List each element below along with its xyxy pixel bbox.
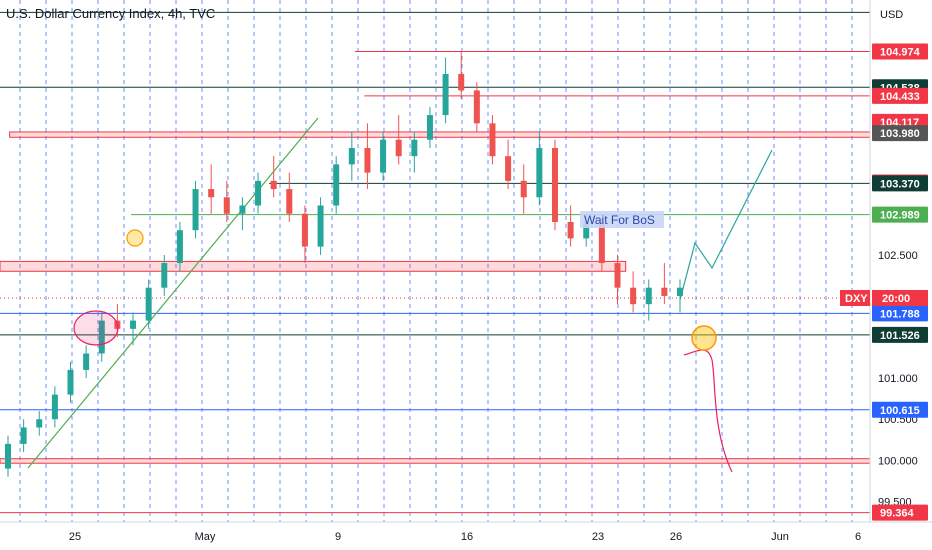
x-tick-label: May: [195, 531, 216, 543]
candle-body[interactable]: [176, 230, 183, 264]
y-tick-label: 102.500: [878, 250, 918, 262]
target-circle[interactable]: [691, 325, 717, 351]
candle-body[interactable]: [301, 213, 308, 247]
x-tick-label: 9: [335, 531, 341, 543]
candle-body[interactable]: [36, 419, 43, 428]
candle-body[interactable]: [20, 427, 27, 444]
x-tick-label: 26: [670, 531, 682, 543]
candle-body[interactable]: [395, 139, 402, 157]
currency-label: USD: [880, 9, 903, 21]
x-tick-label: 6: [855, 531, 861, 543]
candle-body[interactable]: [51, 394, 58, 420]
price-tag-label: 99.364: [880, 508, 915, 520]
candle-body[interactable]: [380, 139, 387, 173]
candle-body[interactable]: [67, 369, 74, 395]
countdown-tag[interactable]: [872, 290, 928, 306]
x-tick-label: 16: [461, 531, 473, 543]
candle-body[interactable]: [364, 147, 371, 173]
candle-body[interactable]: [536, 147, 543, 198]
candle-body[interactable]: [130, 320, 137, 329]
symbol-tag[interactable]: [840, 290, 870, 306]
candle-body[interactable]: [677, 287, 683, 296]
sr-zone[interactable]: [0, 458, 871, 464]
candle-body[interactable]: [645, 287, 652, 305]
marker-circle[interactable]: [126, 229, 144, 247]
candle-body[interactable]: [333, 164, 340, 206]
y-tick-label: 101.000: [878, 373, 918, 385]
candle-body[interactable]: [473, 90, 480, 124]
price-tag-label: 103.370: [880, 178, 920, 190]
price-tag[interactable]: [872, 401, 928, 418]
candle-body[interactable]: [286, 189, 293, 214]
trendline[interactable]: [27, 117, 319, 469]
candle-body[interactable]: [317, 205, 324, 247]
annotation-box: [580, 211, 664, 228]
candle-body[interactable]: [551, 147, 558, 222]
candle-body[interactable]: [255, 180, 262, 206]
price-tag-label: 104.974: [880, 46, 921, 58]
candle-body[interactable]: [442, 73, 449, 116]
candle-body[interactable]: [145, 287, 152, 321]
candle-body[interactable]: [583, 221, 590, 239]
candle-body[interactable]: [192, 189, 199, 231]
price-tag-label: 101.788: [880, 308, 920, 320]
bearish-projection-path[interactable]: [683, 349, 733, 473]
price-tag[interactable]: [872, 305, 928, 322]
countdown-label: 20:00: [882, 293, 910, 305]
candle-body[interactable]: [223, 197, 230, 214]
candle-body[interactable]: [208, 189, 215, 198]
candle-body[interactable]: [567, 221, 574, 239]
price-tag[interactable]: [872, 326, 928, 343]
price-tag-label: 103.980: [880, 128, 920, 140]
price-tag[interactable]: [872, 125, 928, 142]
candle-body[interactable]: [426, 115, 433, 140]
chart-title: U.S. Dollar Currency Index, 4h, TVC: [6, 6, 216, 21]
x-tick-label: 25: [69, 531, 81, 543]
price-tag[interactable]: [872, 504, 928, 521]
price-tag[interactable]: [872, 206, 928, 223]
price-tag[interactable]: [872, 87, 928, 104]
candle-body[interactable]: [83, 353, 90, 370]
candle-body[interactable]: [239, 205, 246, 214]
candle-body[interactable]: [98, 320, 105, 354]
time-axis[interactable]: [0, 522, 932, 550]
candle-body[interactable]: [661, 287, 668, 296]
candle-body[interactable]: [348, 147, 355, 165]
x-tick-label: Jun: [771, 531, 789, 543]
price-tag[interactable]: [872, 175, 928, 192]
candle-body[interactable]: [161, 263, 168, 288]
candle-body[interactable]: [598, 221, 605, 264]
bullish-projection-path[interactable]: [679, 149, 773, 301]
price-tag-label: 100.615: [880, 405, 920, 417]
highlight-ellipse[interactable]: [73, 310, 119, 346]
price-tag-label: 101.526: [880, 330, 920, 342]
candle-body[interactable]: [5, 443, 11, 469]
sr-zone[interactable]: [9, 131, 871, 138]
price-tag-label: 102.989: [880, 210, 920, 222]
candle-body[interactable]: [520, 180, 527, 198]
candle-body[interactable]: [505, 156, 512, 181]
sr-zone[interactable]: [0, 260, 627, 272]
price-tag-label: 104.433: [880, 91, 920, 103]
candle-body[interactable]: [270, 180, 277, 190]
candle-body[interactable]: [489, 123, 496, 157]
candle-body[interactable]: [458, 73, 465, 91]
annotation-label: Wait For BoS: [584, 213, 655, 227]
x-tick-label: 23: [592, 531, 604, 543]
price-tag[interactable]: [872, 43, 928, 60]
symbol-tag-label: DXY: [845, 293, 868, 305]
candle-body[interactable]: [614, 263, 621, 288]
candle-body[interactable]: [411, 139, 418, 157]
candle-body[interactable]: [630, 287, 637, 305]
y-tick-label: 100.000: [878, 455, 918, 467]
